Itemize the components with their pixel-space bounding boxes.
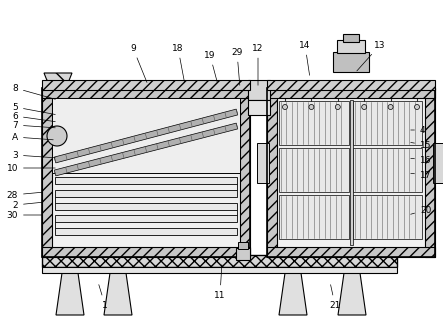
Text: 3: 3 xyxy=(12,150,55,159)
Bar xyxy=(279,148,349,192)
Bar xyxy=(55,177,237,184)
Polygon shape xyxy=(56,273,84,315)
Text: A: A xyxy=(12,132,53,141)
Bar xyxy=(52,98,240,247)
Bar xyxy=(42,88,250,257)
Polygon shape xyxy=(338,273,366,315)
Bar xyxy=(55,190,237,197)
Circle shape xyxy=(388,105,393,109)
Text: 29: 29 xyxy=(231,48,243,85)
Circle shape xyxy=(309,105,314,109)
Text: 5: 5 xyxy=(12,102,55,115)
Text: 13: 13 xyxy=(357,41,386,71)
Text: 17: 17 xyxy=(411,171,431,179)
Bar xyxy=(279,101,349,145)
Polygon shape xyxy=(54,123,238,176)
Bar xyxy=(337,40,365,53)
Bar xyxy=(433,143,443,183)
Bar xyxy=(257,143,269,183)
Bar xyxy=(248,100,270,115)
Bar xyxy=(55,215,237,223)
Bar xyxy=(425,88,435,257)
Text: 6: 6 xyxy=(12,111,55,122)
Circle shape xyxy=(335,105,340,109)
Polygon shape xyxy=(44,73,72,88)
Text: 28: 28 xyxy=(7,191,42,200)
Bar xyxy=(42,88,52,257)
Bar xyxy=(52,98,240,173)
Bar xyxy=(267,88,435,257)
Bar xyxy=(267,247,435,257)
Bar xyxy=(353,195,422,239)
Bar xyxy=(42,247,250,257)
Circle shape xyxy=(361,105,367,109)
Bar xyxy=(267,80,435,90)
Text: 12: 12 xyxy=(253,43,264,85)
Bar xyxy=(279,195,349,239)
Text: 15: 15 xyxy=(411,140,431,149)
Bar xyxy=(42,88,250,98)
Bar xyxy=(333,52,369,72)
Text: 14: 14 xyxy=(299,41,311,75)
Text: 11: 11 xyxy=(214,265,226,299)
Bar xyxy=(267,88,277,257)
Text: 19: 19 xyxy=(204,51,217,82)
Text: 21: 21 xyxy=(329,285,341,309)
Bar xyxy=(353,148,422,192)
Bar xyxy=(350,100,353,245)
Bar xyxy=(267,88,435,98)
Text: 2: 2 xyxy=(12,201,42,210)
Bar xyxy=(236,248,250,260)
Bar xyxy=(240,88,250,257)
Text: 18: 18 xyxy=(172,43,184,82)
Circle shape xyxy=(415,105,420,109)
Text: 1: 1 xyxy=(99,285,108,309)
Circle shape xyxy=(47,126,67,146)
Bar xyxy=(42,80,250,90)
Circle shape xyxy=(283,105,288,109)
Bar xyxy=(343,34,359,42)
Bar xyxy=(55,203,237,210)
Text: 10: 10 xyxy=(7,164,55,173)
Bar xyxy=(238,242,248,249)
Text: 20: 20 xyxy=(411,205,431,214)
Bar xyxy=(42,267,397,273)
Text: 7: 7 xyxy=(12,120,55,129)
Bar xyxy=(267,88,435,257)
Text: 4: 4 xyxy=(411,126,426,135)
Bar xyxy=(248,80,270,100)
Bar xyxy=(55,228,237,235)
Bar xyxy=(353,101,422,145)
Polygon shape xyxy=(104,273,132,315)
Text: 30: 30 xyxy=(7,211,42,220)
Polygon shape xyxy=(279,273,307,315)
Bar xyxy=(42,255,397,267)
Text: 8: 8 xyxy=(12,83,55,99)
Text: 9: 9 xyxy=(130,43,147,82)
Polygon shape xyxy=(54,109,238,163)
Text: 16: 16 xyxy=(411,156,431,165)
